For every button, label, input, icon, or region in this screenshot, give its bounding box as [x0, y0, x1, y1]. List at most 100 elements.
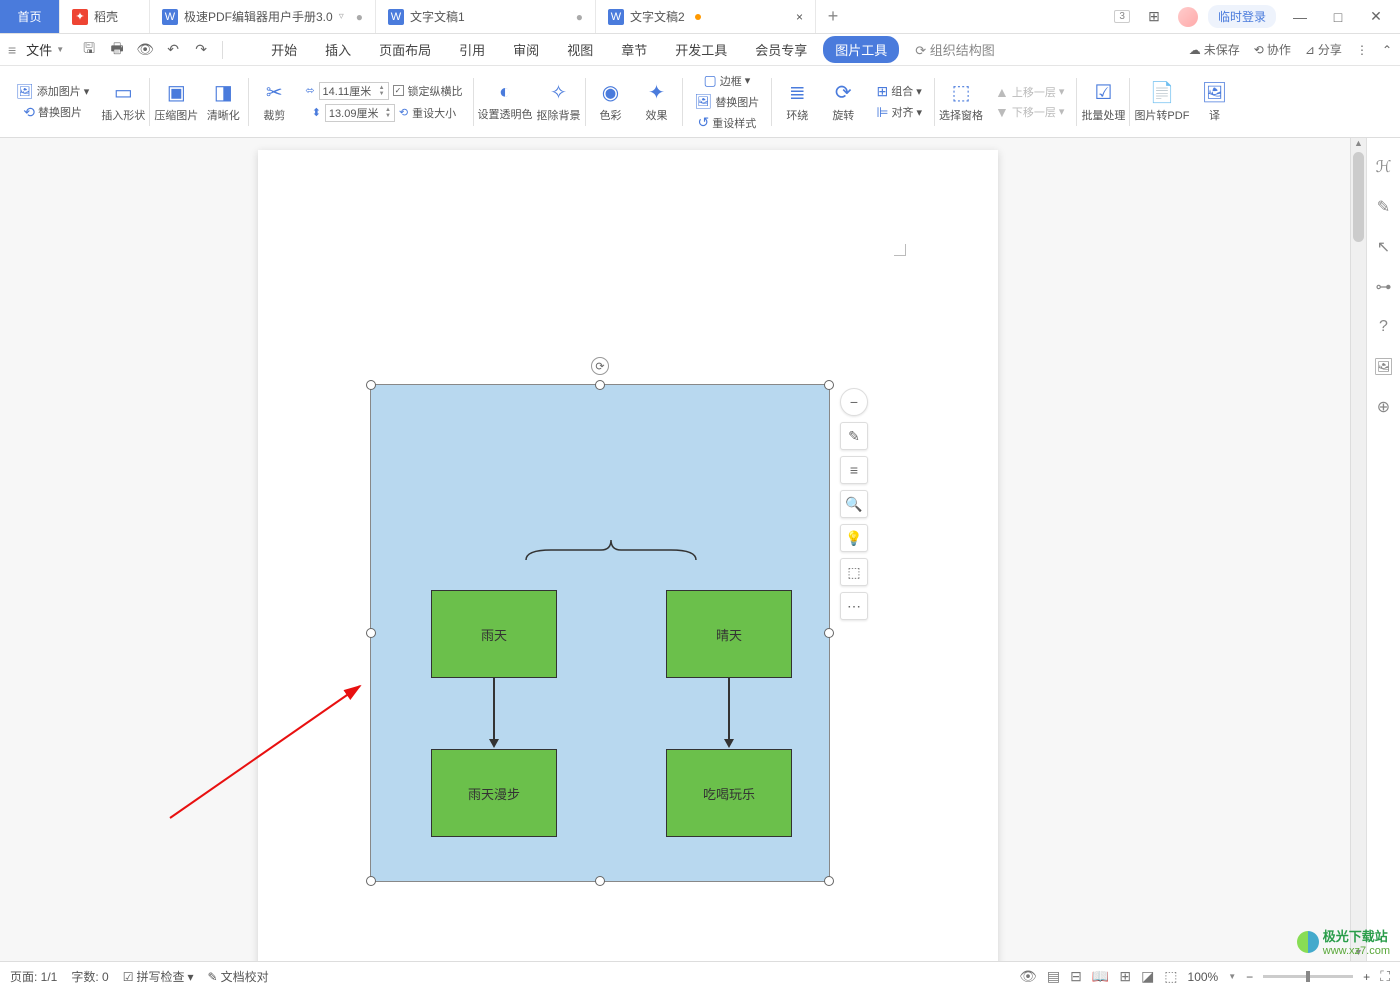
transparent-button[interactable]: ◐设置透明色: [478, 81, 533, 122]
tab-review[interactable]: 审阅: [501, 36, 551, 63]
removebg-button[interactable]: ✧抠除背景: [537, 80, 581, 123]
resize-handle-tl[interactable]: [366, 380, 376, 390]
reset-size-button[interactable]: 重设大小: [412, 105, 456, 121]
page-indicator[interactable]: 页面: 1/1: [10, 968, 57, 985]
height-input[interactable]: 13.09厘米▲▼: [325, 104, 395, 122]
zoom-out-button[interactable]: −: [1246, 970, 1253, 984]
view-focus-icon[interactable]: ◪: [1141, 968, 1154, 985]
resize-handle-tm[interactable]: [595, 380, 605, 390]
side-settings-icon[interactable]: ⊶: [1375, 278, 1393, 296]
coop-button[interactable]: ⟲ 协作: [1254, 41, 1291, 58]
tab-reference[interactable]: 引用: [447, 36, 497, 63]
unsaved-button[interactable]: ☁ 未保存: [1189, 41, 1240, 58]
wrap-button[interactable]: ≣环绕: [776, 80, 818, 123]
resize-handle-br[interactable]: [824, 876, 834, 886]
rotate-handle[interactable]: ⟳: [591, 357, 609, 375]
insert-shape-button[interactable]: ▭插入形状: [101, 80, 145, 123]
tab-view[interactable]: 视图: [555, 36, 605, 63]
tab-add-button[interactable]: +: [816, 0, 850, 33]
view-outline-icon[interactable]: ⊟: [1070, 968, 1082, 985]
resize-handle-bm[interactable]: [595, 876, 605, 886]
scroll-up-icon[interactable]: ▲: [1351, 138, 1366, 152]
clarity-button[interactable]: ◨清晰化: [202, 80, 244, 123]
tab-layout[interactable]: 页面布局: [367, 36, 443, 63]
lock-checkbox[interactable]: ✓: [393, 85, 404, 96]
resetstyle-button[interactable]: ↺重设样式: [696, 113, 759, 132]
tab-chapter[interactable]: 章节: [609, 36, 659, 63]
float-wrap-button[interactable]: ≡: [840, 456, 868, 484]
tab-member[interactable]: 会员专享: [743, 36, 819, 63]
tab-close-icon[interactable]: ×: [796, 10, 803, 24]
view-page-icon[interactable]: ▤: [1047, 968, 1060, 985]
login-button[interactable]: 临时登录: [1208, 5, 1276, 28]
fullscreen-icon[interactable]: ⛶: [1380, 968, 1390, 985]
side-style-icon[interactable]: ℋ: [1375, 158, 1393, 176]
fit-icon[interactable]: ⬚: [1164, 968, 1177, 985]
tab-pdf[interactable]: W 极速PDF编辑器用户手册3.0 ▿ ●: [150, 0, 376, 33]
maximize-button[interactable]: □: [1324, 3, 1352, 31]
replace-image-button[interactable]: ⟲替换图片: [21, 103, 84, 122]
tab-home[interactable]: 首页: [0, 0, 60, 33]
undo-icon[interactable]: ↶: [162, 39, 184, 61]
word-count[interactable]: 字数: 0: [71, 968, 108, 985]
side-help-icon[interactable]: ?: [1375, 318, 1393, 336]
file-menu[interactable]: 文件▼: [18, 36, 72, 63]
zoom-level[interactable]: 100%: [1188, 970, 1219, 984]
resize-handle-tr[interactable]: [824, 380, 834, 390]
batch-button[interactable]: ☑批量处理: [1081, 80, 1125, 123]
scroll-thumb[interactable]: [1353, 152, 1364, 242]
side-pen-icon[interactable]: ✎: [1375, 198, 1393, 216]
tab-dev[interactable]: 开发工具: [663, 36, 739, 63]
moveup-button[interactable]: ▲上移一层 ▾: [993, 83, 1066, 101]
view-web-icon[interactable]: ⊞: [1119, 968, 1131, 985]
preview-icon[interactable]: 👁: [134, 39, 156, 61]
zoom-dropdown-icon[interactable]: ▼: [1228, 972, 1236, 981]
translate-button[interactable]: 🖼译: [1193, 80, 1235, 123]
view-read-icon[interactable]: 📖: [1092, 968, 1109, 985]
share-button[interactable]: ⊿ 分享: [1305, 41, 1342, 58]
redo-icon[interactable]: ↷: [190, 39, 212, 61]
resize-handle-bl[interactable]: [366, 876, 376, 886]
side-select-icon[interactable]: ↖: [1375, 238, 1393, 256]
tab-menu-icon[interactable]: ▿: [339, 11, 344, 22]
spellcheck-button[interactable]: ☑ 拼写检查 ▾: [123, 968, 194, 985]
zoom-thumb[interactable]: [1306, 971, 1310, 982]
float-zoom-button[interactable]: 🔍: [840, 490, 868, 518]
float-crop-button[interactable]: ⬚: [840, 558, 868, 586]
resize-handle-mr[interactable]: [824, 628, 834, 638]
tab-picture-tools[interactable]: 图片工具: [823, 36, 899, 63]
more-icon[interactable]: ⋮: [1356, 43, 1368, 57]
float-idea-button[interactable]: 💡: [840, 524, 868, 552]
crop-button[interactable]: ✂裁剪: [253, 80, 295, 123]
effect-button[interactable]: ✦效果: [636, 80, 678, 123]
close-button[interactable]: ✕: [1362, 3, 1390, 31]
resize-handle-ml[interactable]: [366, 628, 376, 638]
avatar[interactable]: [1178, 7, 1198, 27]
add-image-button[interactable]: 🖼添加图片 ▾: [14, 82, 91, 101]
color-button[interactable]: ◉色彩: [590, 80, 632, 123]
save-icon[interactable]: 🖫: [78, 39, 100, 61]
view-eye-icon[interactable]: 👁: [1019, 968, 1037, 985]
align-button[interactable]: ⊫对齐 ▾: [874, 103, 924, 122]
print-icon[interactable]: 🖶: [106, 39, 128, 61]
float-more-button[interactable]: ⋯: [840, 592, 868, 620]
topdf-button[interactable]: 📄图片转PDF: [1134, 80, 1189, 123]
tab-start[interactable]: 开始: [259, 36, 309, 63]
vertical-scrollbar[interactable]: ▲ ▼: [1350, 138, 1366, 961]
rotate-button[interactable]: ⟳旋转: [822, 80, 864, 123]
side-more-icon[interactable]: ⊕: [1375, 398, 1393, 416]
side-image-icon[interactable]: 🖼: [1375, 358, 1393, 376]
tab-org[interactable]: ⟳ 组织结构图: [903, 36, 1007, 63]
selected-image[interactable]: ⟳ 雨天 晴天 雨天漫步 吃喝玩乐: [370, 384, 830, 882]
float-edit-button[interactable]: ✎: [840, 422, 868, 450]
tab-daoke[interactable]: ✦ 稻壳: [60, 0, 150, 33]
zoom-in-button[interactable]: +: [1363, 970, 1370, 984]
replacepic-button[interactable]: 🖼替换图片: [693, 92, 762, 111]
width-input[interactable]: 14.11厘米▲▼: [319, 82, 389, 100]
selectwin-button[interactable]: ⬚选择窗格: [939, 80, 983, 123]
compress-button[interactable]: ▣压缩图片: [154, 80, 198, 123]
collapse-icon[interactable]: ⌃: [1382, 43, 1392, 57]
tab-doc1[interactable]: W 文字文稿1 ●: [376, 0, 596, 33]
tab-doc2[interactable]: W 文字文稿2 ×: [596, 0, 816, 33]
group-button[interactable]: ⊞组合 ▾: [875, 82, 924, 101]
